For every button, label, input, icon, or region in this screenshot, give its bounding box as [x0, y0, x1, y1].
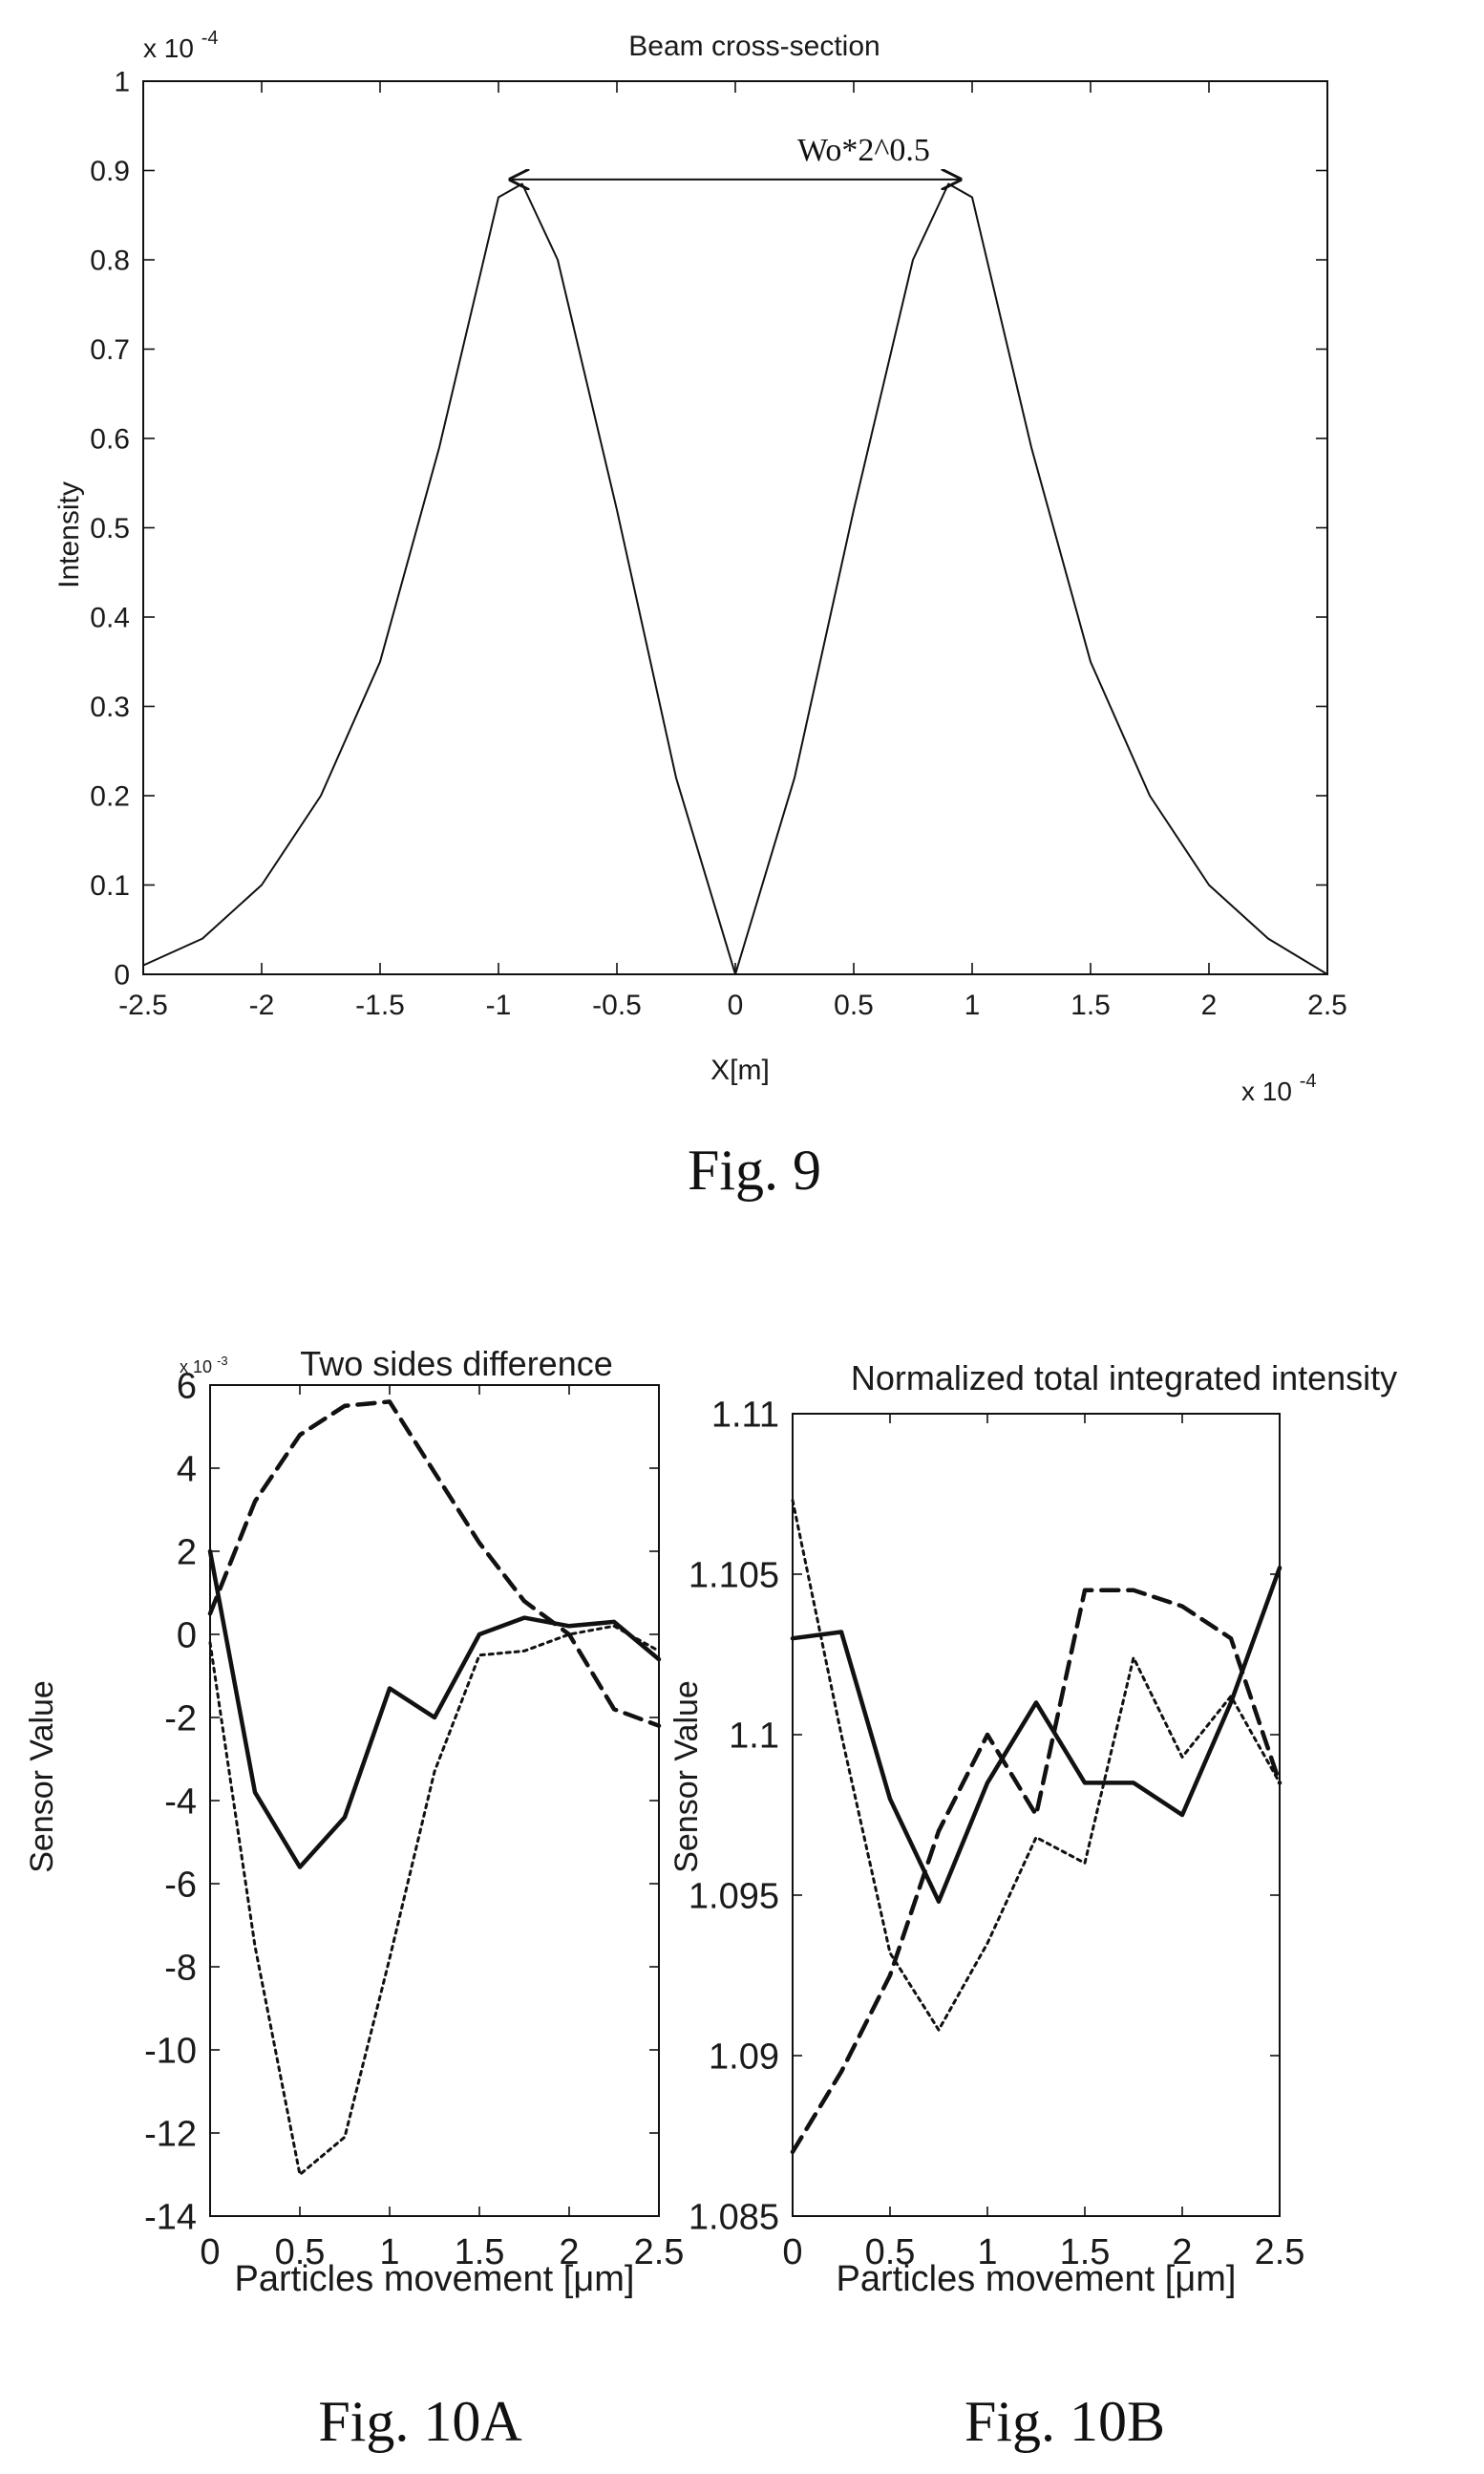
fig10a-y-tick-label: -12 [144, 2114, 197, 2154]
fig9-y-multiplier-exp: -4 [201, 28, 219, 49]
fig10b-series [790, 1499, 1283, 2155]
fig9-y-tick-label: 0 [114, 960, 130, 992]
fig10a-y-tick-label: -6 [164, 1865, 197, 1905]
fig9-y-tick-label: 0.2 [90, 781, 130, 813]
fig9-x-tick-label: 0 [728, 990, 744, 1021]
fig10a-x-tick-label: 1 [379, 2232, 399, 2272]
fig9-x-tick-label: 0.5 [834, 990, 874, 1021]
fig10a-series-dotted-line [208, 1624, 661, 2176]
fig10a-chart: Two sides difference x 10 -3 -14 -12 -10 -8… [24, 1344, 684, 2453]
fig9-x-tick-label: -1 [486, 990, 512, 1021]
fig10b-x-ticks: 0 0.5 1 1.5 2 2.5 [782, 1414, 1304, 2272]
fig9-plot-area [142, 80, 1328, 975]
fig10a-plot-area [209, 1384, 660, 2217]
fig9-x-multiplier: x 10 -4 [1241, 1071, 1317, 1106]
fig10b-x-tick-label: 0 [782, 2232, 802, 2272]
fig10b-ylabel: Sensor Value [668, 1680, 705, 1873]
fig9-x-tick-label: 2 [1201, 990, 1218, 1021]
fig9-y-ticks: 0 0.1 0.2 0.3 0.4 0.5 0.6 0.7 0.8 0.9 1 [90, 67, 1327, 992]
fig9-chart: Beam cross-section x 10 -4 0 0.1 0.2 0.3 0.4… [53, 28, 1347, 1202]
fig10b-y-tick-label: 1.095 [689, 1876, 779, 1916]
fig10b-y-ticks: 1.085 1.09 1.095 1.1 1.105 1.11 [689, 1395, 1280, 2237]
fig10b-y-tick-label: 1.105 [689, 1555, 779, 1595]
fig9-x-ticks: -2.5 -2 -1.5 -1 -0.5 0 0.5 1 1.5 2 2.5 [118, 81, 1347, 1021]
fig10a-y-multiplier: x 10 -3 [180, 1354, 228, 1376]
fig9-y-multiplier: x 10 -4 [143, 28, 219, 63]
fig10b-title: Normalized total integrated intensity [851, 1358, 1397, 1397]
fig10b-series-dotted-line [791, 1499, 1282, 2032]
fig9-y-multiplier-base: x 10 [143, 33, 194, 63]
fig10a-series [207, 1399, 662, 2176]
fig9-y-tick-label: 1 [114, 67, 130, 98]
fig9-x-multiplier-base: x 10 [1241, 1077, 1292, 1106]
fig10b-x-tick-label: 2.5 [1255, 2232, 1305, 2272]
fig10a-y-tick-label: -14 [144, 2197, 197, 2237]
fig10a-x-tick-label: 2 [559, 2232, 579, 2272]
fig9-x-tick-label: -1.5 [355, 990, 405, 1021]
fig10a-series-solid-line [207, 1548, 662, 1869]
fig9-y-tick-label: 0.7 [90, 334, 130, 366]
fig10a-x-tick-label: 2.5 [634, 2232, 685, 2272]
fig9-x-tick-label: 1 [965, 990, 981, 1021]
fig10a-y-tick-label: -2 [164, 1698, 197, 1738]
fig9-x-multiplier-exp: -4 [1300, 1071, 1317, 1092]
fig10a-y-tick-label: 0 [177, 1615, 197, 1655]
fig9-y-tick-label: 0.3 [90, 692, 130, 723]
fig9-series-solid-line [142, 182, 1328, 975]
fig10a-y-tick-label: -4 [164, 1781, 197, 1822]
fig9-annotation: Wo*2^0.5 [797, 133, 930, 168]
fig10b-plot-area [792, 1413, 1281, 2217]
fig10b-x-tick-label: 0.5 [865, 2232, 916, 2272]
fig10a-xlabel: Particles movement [μm] [235, 2259, 635, 2299]
fig10b-y-tick-label: 1.1 [729, 1716, 779, 1756]
fig10b-y-tick-label: 1.09 [709, 2037, 779, 2077]
fig9-xlabel: X[m] [710, 1055, 770, 1086]
fig10a-title: Two sides difference [300, 1344, 613, 1383]
fig9-x-tick-label: 2.5 [1307, 990, 1347, 1021]
fig10b-y-tick-label: 1.085 [689, 2197, 779, 2237]
fig9-y-tick-label: 0.6 [90, 424, 130, 456]
fig10a-x-tick-label: 0 [200, 2232, 220, 2272]
fig10b-x-tick-label: 2 [1172, 2232, 1192, 2272]
fig10b-x-tick-label: 1 [977, 2232, 997, 2272]
fig9-x-tick-label: -2.5 [118, 990, 168, 1021]
fig9-x-tick-label: 1.5 [1071, 990, 1111, 1021]
fig9-x-tick-label: -2 [249, 990, 275, 1021]
fig10b-chart: Normalized total integrated intensity 1.… [668, 1358, 1397, 2453]
fig10b-series-dashed-line [790, 1588, 1283, 2155]
fig10a-x-ticks: 0 0.5 1 1.5 2 2.5 [200, 1385, 684, 2272]
fig9-y-tick-label: 0.5 [90, 513, 130, 544]
fig10a-x-tick-label: 1.5 [455, 2232, 505, 2272]
fig9-series [142, 182, 1328, 975]
fig9-y-tick-label: 0.1 [90, 870, 130, 902]
fig10a-y-tick-label: -10 [144, 2031, 197, 2071]
fig10a-y-tick-label: -8 [164, 1948, 197, 1988]
fig9-y-tick-label: 0.9 [90, 156, 130, 187]
fig10a-series-dashed-line [207, 1399, 662, 1728]
fig10a-caption: Fig. 10A [318, 2390, 521, 2453]
fig10a-y-tick-label: 6 [177, 1366, 197, 1406]
fig9-title: Beam cross-section [628, 31, 880, 62]
fig10a-y-multiplier-exp: -3 [217, 1354, 228, 1368]
fig10a-y-tick-label: 4 [177, 1449, 197, 1489]
fig10a-ylabel: Sensor Value [24, 1680, 60, 1873]
fig10b-series-solid-line [790, 1566, 1283, 1904]
fig10b-y-tick-label: 1.11 [711, 1395, 779, 1435]
fig10b-x-tick-label: 1.5 [1060, 2232, 1111, 2272]
fig9-ylabel: Intensity [53, 481, 85, 588]
fig9-caption: Fig. 9 [688, 1139, 821, 1202]
fig10a-y-tick-label: 2 [177, 1532, 197, 1572]
fig10a-y-multiplier-base: x 10 [180, 1357, 212, 1376]
fig9-y-tick-label: 0.4 [90, 603, 130, 634]
fig9-x-tick-label: -0.5 [592, 990, 642, 1021]
fig10a-x-tick-label: 0.5 [275, 2232, 326, 2272]
fig10b-xlabel: Particles movement [μm] [837, 2259, 1237, 2299]
fig10a-y-ticks: -14 -12 -10 -8 -6 -4 -2 0 2 4 6 [144, 1366, 659, 2237]
fig10b-caption: Fig. 10B [965, 2390, 1165, 2453]
fig9-y-tick-label: 0.8 [90, 245, 130, 277]
